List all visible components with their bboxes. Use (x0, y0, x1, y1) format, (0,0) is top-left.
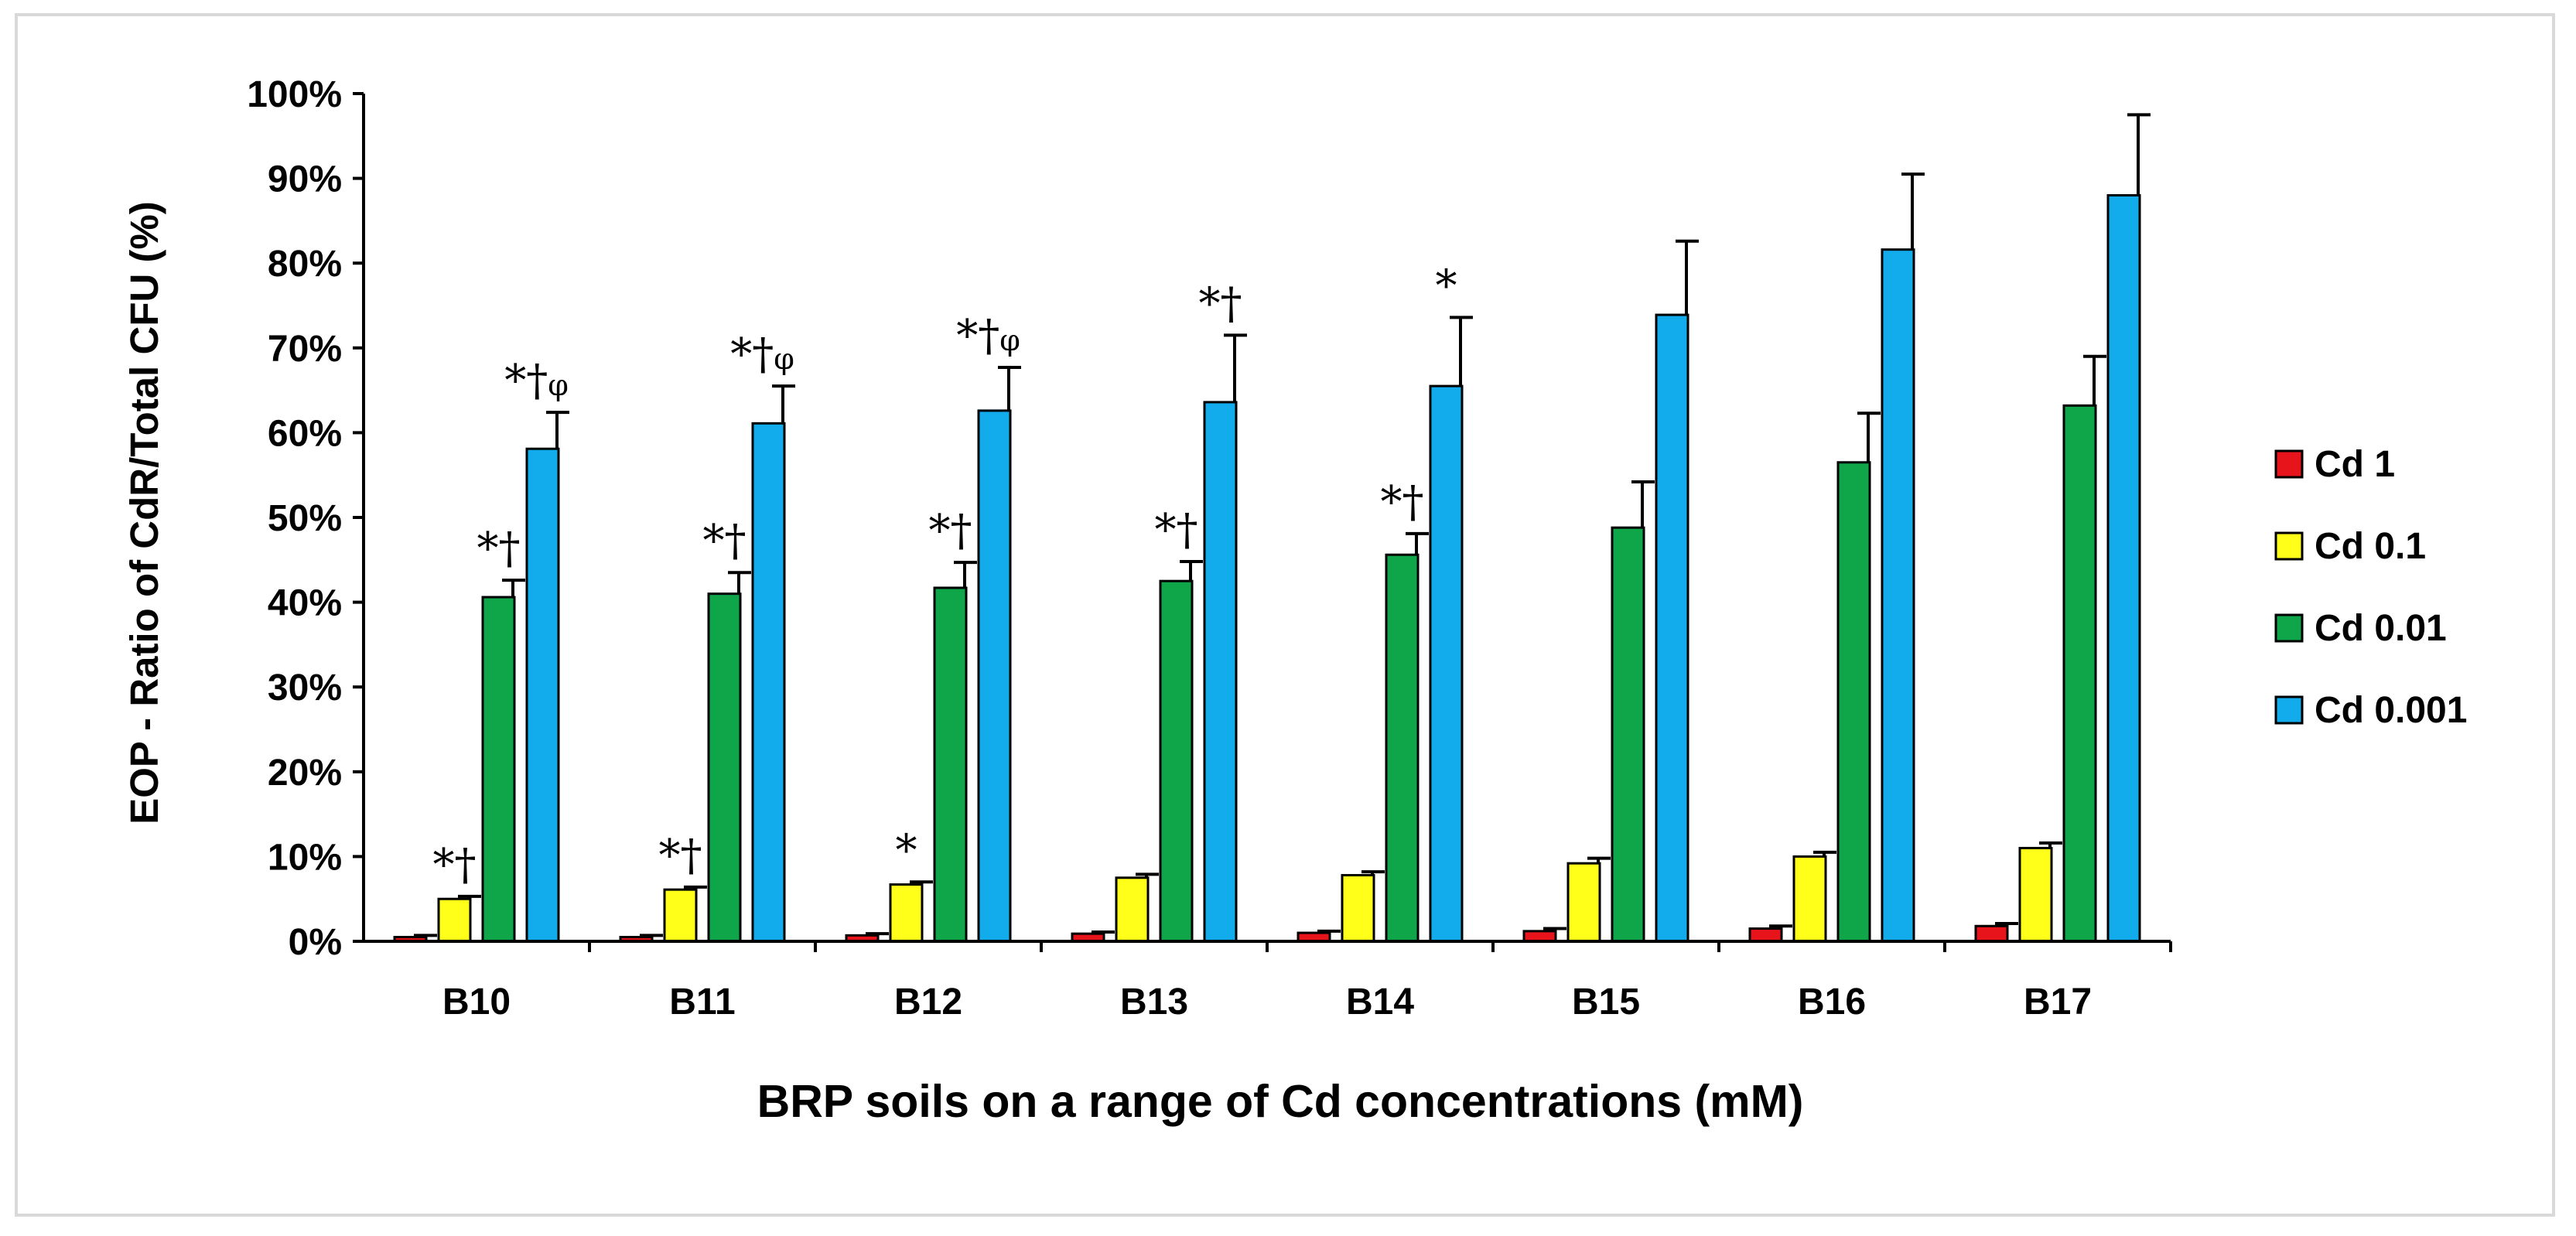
y-tick-label: 20% (268, 753, 342, 794)
y-tick-label: 10% (268, 837, 342, 878)
bar (1792, 855, 1827, 943)
x-tick-label: B13 (1120, 982, 1188, 1023)
bar (707, 592, 742, 943)
error-bars (414, 113, 2151, 937)
legend-swatch (2274, 613, 2304, 643)
bar (2106, 194, 2141, 943)
bar (1566, 862, 1601, 943)
significance-annotations: *† *† *†φ *† *† *†φ * *† *†φ *† *† *† * (433, 261, 1457, 890)
significance-label: *† (659, 831, 702, 881)
bar (1611, 526, 1645, 943)
y-tick-label: 80% (268, 244, 342, 285)
bar (977, 409, 1012, 943)
y-tick-labels: 0% 10% 20% 30% 40% 50% 60% 70% 80% 90% 100% (247, 74, 342, 963)
x-tick-label: B16 (1798, 982, 1866, 1023)
bar (751, 422, 786, 943)
significance-label: *† (477, 524, 521, 574)
bar-marks (393, 194, 2141, 943)
legend-label: Cd 0.01 (2315, 608, 2447, 649)
significance-label: *† (433, 840, 477, 890)
legend-swatch (2274, 531, 2304, 561)
legend-label: Cd 1 (2315, 444, 2395, 485)
bar (481, 596, 516, 943)
bar (1159, 579, 1194, 943)
bar (663, 888, 698, 943)
bar (2018, 846, 2053, 943)
bar (1836, 461, 1871, 943)
significance-label: *† (703, 516, 746, 566)
significance-label: *†φ (956, 311, 1020, 361)
bar (1655, 313, 1689, 943)
bar (889, 883, 924, 943)
bar (933, 586, 968, 943)
bar (1429, 384, 1464, 943)
significance-label: *† (1381, 477, 1424, 528)
y-tick-label: 70% (268, 329, 342, 370)
y-axis-title: EOP - Ratio of CdR/Total CFU (%) (122, 201, 166, 825)
bar (525, 447, 560, 943)
legend: Cd 1 Cd 0.1 Cd 0.01 Cd 0.001 (2274, 444, 2467, 731)
y-tick-label: 100% (247, 74, 342, 115)
y-tick-label: 90% (268, 159, 342, 200)
significance-label: *†φ (730, 329, 794, 380)
x-tick-label: B15 (1572, 982, 1640, 1023)
bar (2062, 404, 2097, 943)
significance-label: *† (929, 506, 972, 556)
x-tick-label: B17 (2024, 982, 2092, 1023)
y-tick-label: 60% (268, 413, 342, 454)
x-tick-label: B11 (669, 982, 735, 1023)
x-tick-label: B10 (442, 982, 511, 1023)
bar (1748, 927, 1783, 943)
bar (1341, 874, 1375, 943)
x-axis-title: BRP soils on a range of Cd concentration… (757, 1076, 1804, 1127)
significance-label: * (896, 825, 917, 876)
x-tick-label: B12 (894, 982, 962, 1023)
bar (1974, 924, 2009, 943)
x-tick-label: B14 (1346, 982, 1414, 1023)
y-tick-label: 50% (268, 498, 342, 539)
axes (353, 92, 2172, 952)
significance-label: *† (1155, 505, 1198, 555)
significance-label: * (1436, 261, 1457, 311)
legend-label: Cd 0.001 (2315, 690, 2467, 731)
bar (1115, 876, 1150, 943)
bar (1881, 248, 1915, 943)
y-tick-label: 0% (289, 922, 342, 963)
y-tick-label: 30% (268, 668, 342, 708)
legend-swatch (2274, 695, 2304, 725)
x-tick-labels: B10 B11 B12 B13 B14 B15 B16 B17 (442, 982, 2092, 1023)
significance-label: *† (1199, 278, 1242, 329)
legend-swatch (2274, 449, 2304, 479)
bar (1203, 401, 1238, 943)
bar (1385, 553, 1420, 943)
bar (437, 897, 472, 943)
significance-label: *†φ (504, 356, 569, 406)
legend-label: Cd 0.1 (2315, 526, 2426, 567)
y-tick-label: 40% (268, 583, 342, 624)
